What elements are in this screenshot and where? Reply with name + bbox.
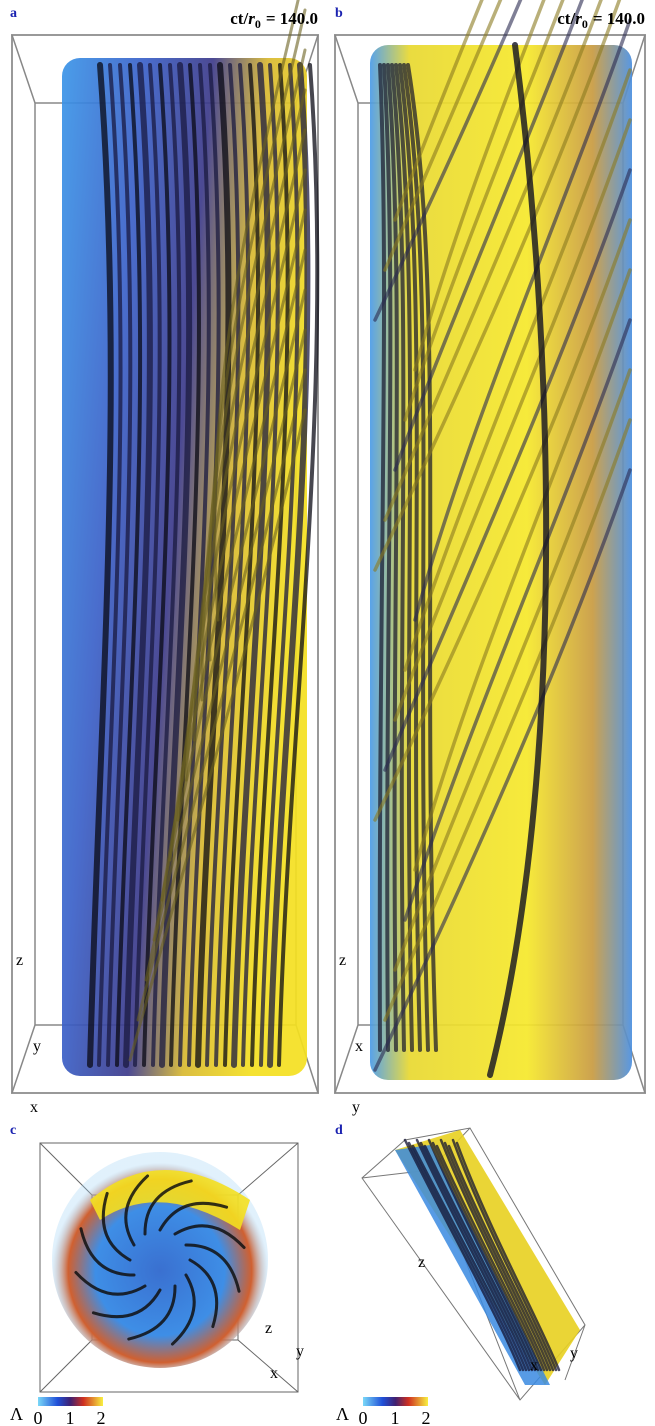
figure: a b c d ct/r0= 140.0 ct/r0= 140.0 z y x …	[0, 0, 655, 1426]
colorbar	[38, 1397, 103, 1406]
axis-label: x	[270, 1365, 278, 1382]
time-sub: 0	[582, 17, 588, 31]
axis-label: z	[265, 1320, 272, 1337]
panel-d	[362, 1128, 585, 1400]
axis-label: x	[355, 1038, 363, 1055]
time-rhs: = 140.0	[593, 9, 645, 28]
axis-label: z	[16, 952, 23, 969]
axis-label: z	[339, 952, 346, 969]
time-sub: 0	[255, 17, 261, 31]
page: {"panels": [ {"label": "a", "time": {"lh…	[0, 0, 655, 1426]
colorbar-tick: 0	[359, 1408, 368, 1426]
time-lhs: ct/	[230, 9, 248, 28]
colorbar-symbol: Λ	[10, 1404, 23, 1424]
colorbar-tick: 2	[97, 1408, 106, 1426]
axis-label: y	[352, 1099, 360, 1116]
colorbar	[363, 1397, 428, 1406]
axis-label: y	[296, 1343, 304, 1360]
colorbar-tick: 2	[422, 1408, 431, 1426]
axis-label: y	[33, 1038, 41, 1055]
time-lhs: ct/	[557, 9, 575, 28]
panel-label: a	[10, 6, 17, 21]
colorbar-tick: 1	[391, 1408, 400, 1426]
axis-label: x	[30, 1099, 38, 1116]
time-rhs: = 140.0	[266, 9, 318, 28]
panel-b	[335, 0, 645, 1093]
panel-a	[12, 0, 318, 1093]
axis-label: y	[570, 1345, 578, 1362]
panel-c	[40, 1143, 298, 1392]
axis-label: x	[530, 1357, 538, 1374]
panel-label: d	[335, 1123, 343, 1138]
panel-label: b	[335, 6, 343, 21]
colorbar-symbol: Λ	[336, 1404, 349, 1424]
panel-label: c	[10, 1123, 16, 1138]
colorbar-tick: 0	[34, 1408, 43, 1426]
time-label: ct/r0= 140.0	[557, 9, 645, 31]
axis-label: z	[418, 1254, 425, 1271]
time-label: ct/r0= 140.0	[230, 9, 318, 31]
colorbar-tick: 1	[66, 1408, 75, 1426]
